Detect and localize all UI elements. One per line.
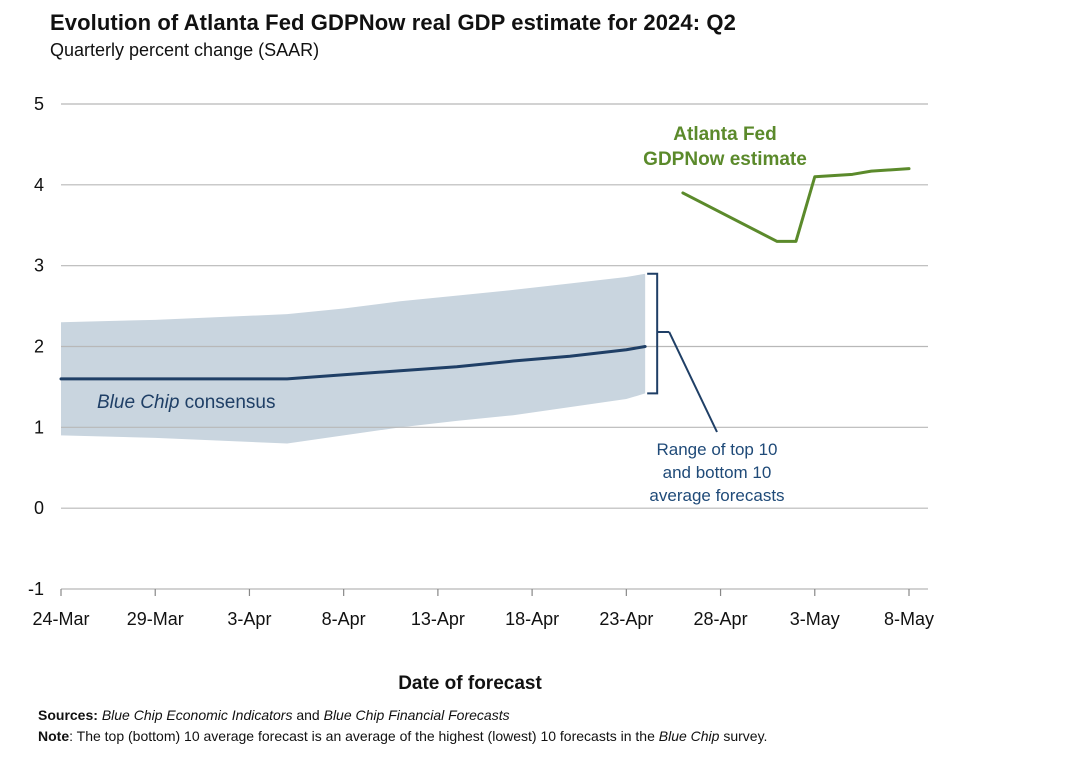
- x-tick-label: 13-Apr: [411, 609, 465, 629]
- note-italic: Blue Chip: [658, 728, 720, 744]
- footnote: Note: The top (bottom) 10 average foreca…: [38, 727, 858, 745]
- gdpnow-estimate-line: [681, 167, 911, 243]
- range-callout-line: [668, 331, 718, 433]
- x-tick-label: 8-May: [884, 609, 934, 629]
- y-tick-label: 2: [34, 337, 44, 357]
- consensus-label-rest: consensus: [179, 392, 275, 413]
- gdpnow-label-line2: GDPNow estimate: [643, 149, 807, 170]
- y-tick-label: 1: [34, 417, 44, 437]
- note-end: survey.: [723, 728, 768, 744]
- x-axis-title: Date of forecast: [398, 673, 542, 694]
- y-tick-label: -1: [28, 579, 44, 599]
- sources-note: Sources: Blue Chip Economic Indicators a…: [38, 706, 510, 724]
- chart-subtitle: Quarterly percent change (SAAR): [50, 40, 320, 60]
- sources-title-1: Blue Chip Economic Indicators: [101, 707, 293, 723]
- range-label-line3: average forecasts: [649, 486, 784, 505]
- x-tick-label: 3-May: [790, 609, 840, 629]
- sources-title-2: Blue Chip Financial Forecasts: [323, 707, 510, 723]
- x-tick-label: 28-Apr: [694, 609, 748, 629]
- consensus-label: Blue Chip consensus: [97, 392, 276, 413]
- chart-title: Evolution of Atlanta Fed GDPNow real GDP…: [50, 10, 736, 35]
- forecast-range-band: [61, 273, 646, 444]
- y-tick-label: 3: [34, 256, 44, 276]
- chart-area: -1 0 1 2 3 4 5 24-Mar 29-Mar 3-Apr 8-Apr 13-Apr 18-A…: [28, 94, 934, 629]
- note-text: : The top (bottom) 10 average forecast i…: [69, 728, 659, 744]
- x-tick-label: 24-Mar: [32, 609, 89, 629]
- x-tick-label: 3-Apr: [227, 609, 271, 629]
- sources-and: and: [292, 707, 324, 723]
- x-tick-label: 29-Mar: [127, 609, 184, 629]
- range-bracket: [647, 272, 670, 395]
- sources-label: Sources:: [38, 707, 98, 723]
- y-tick-label: 4: [34, 175, 44, 195]
- consensus-label-italic: Blue Chip: [97, 392, 179, 413]
- range-label-line2: and bottom 10: [663, 463, 772, 482]
- y-tick-label: 5: [34, 94, 44, 114]
- note-label: Note: [38, 728, 70, 744]
- x-tick-label: 18-Apr: [505, 609, 559, 629]
- x-tick-label: 8-Apr: [322, 609, 366, 629]
- y-tick-label: 0: [34, 498, 44, 518]
- gdpnow-label-line1: Atlanta Fed: [673, 124, 776, 145]
- range-label-line1: Range of top 10: [657, 440, 778, 459]
- x-tick-label: 23-Apr: [599, 609, 653, 629]
